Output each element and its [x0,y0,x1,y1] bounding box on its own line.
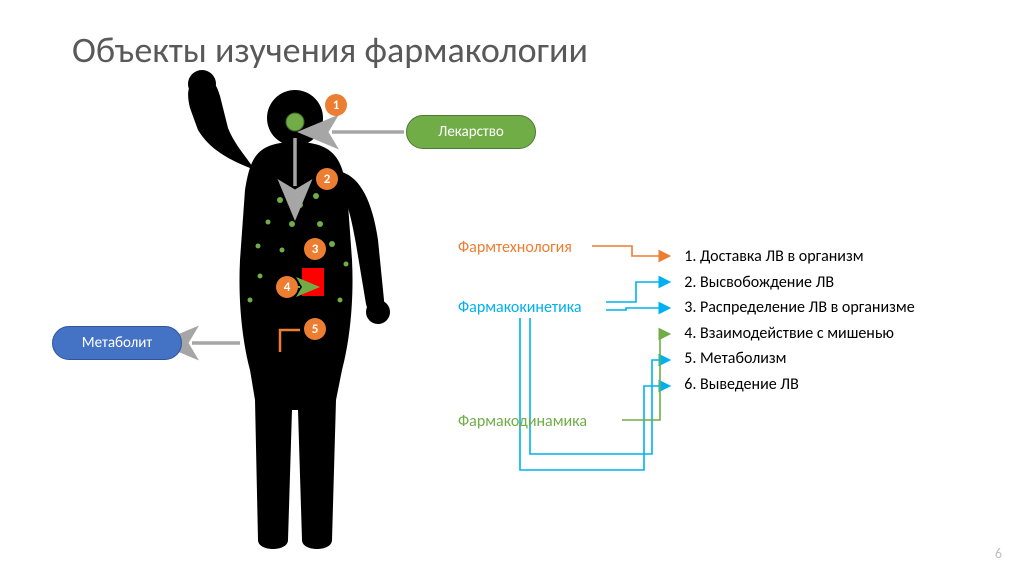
page-title: Объекты изучения фармакологии [72,28,588,72]
drug-pill: Лекарство [406,115,536,149]
label-pharmtech: Фармтехнология [458,238,572,257]
badge-2: 2 [316,168,338,190]
conn-kin-3 [606,308,668,310]
drug-entry-dot [286,113,304,131]
dispersion-dots [248,193,349,303]
conn-kin-6 [520,318,668,470]
process-list: Доставка ЛВ в организм Высвобождение ЛВ … [680,244,915,398]
list-item: Метаболизм [700,346,915,372]
target-icon [302,268,324,296]
list-item: Распределение ЛВ в организме [700,295,915,321]
metabolism-connector [280,330,300,352]
list-item: Выведение ЛВ [700,372,915,398]
page-number: 6 [995,545,1002,562]
badge-4: 4 [276,276,298,298]
list-item: Высвобождение ЛВ [700,270,915,296]
metabolite-pill-label: Метаболит [82,334,152,352]
conn-dyn-4 [622,334,668,420]
list-item: Взаимодействие с мишенью [700,321,915,347]
conn-kin-5 [530,318,668,454]
badge-5: 5 [304,318,326,340]
list-item: Доставка ЛВ в организм [700,244,915,270]
human-body-icon [188,70,390,549]
conn-tech-1 [592,246,668,256]
badge-1: 1 [325,94,347,116]
drug-pill-label: Лекарство [438,123,504,141]
badge-3: 3 [304,238,326,260]
label-pharmacodynamics: Фармакодинамика [458,412,587,431]
conn-kin-2 [606,282,668,302]
label-pharmacokinetics: Фармакокинетика [458,298,582,317]
metabolite-pill: Метаболит [52,326,182,360]
